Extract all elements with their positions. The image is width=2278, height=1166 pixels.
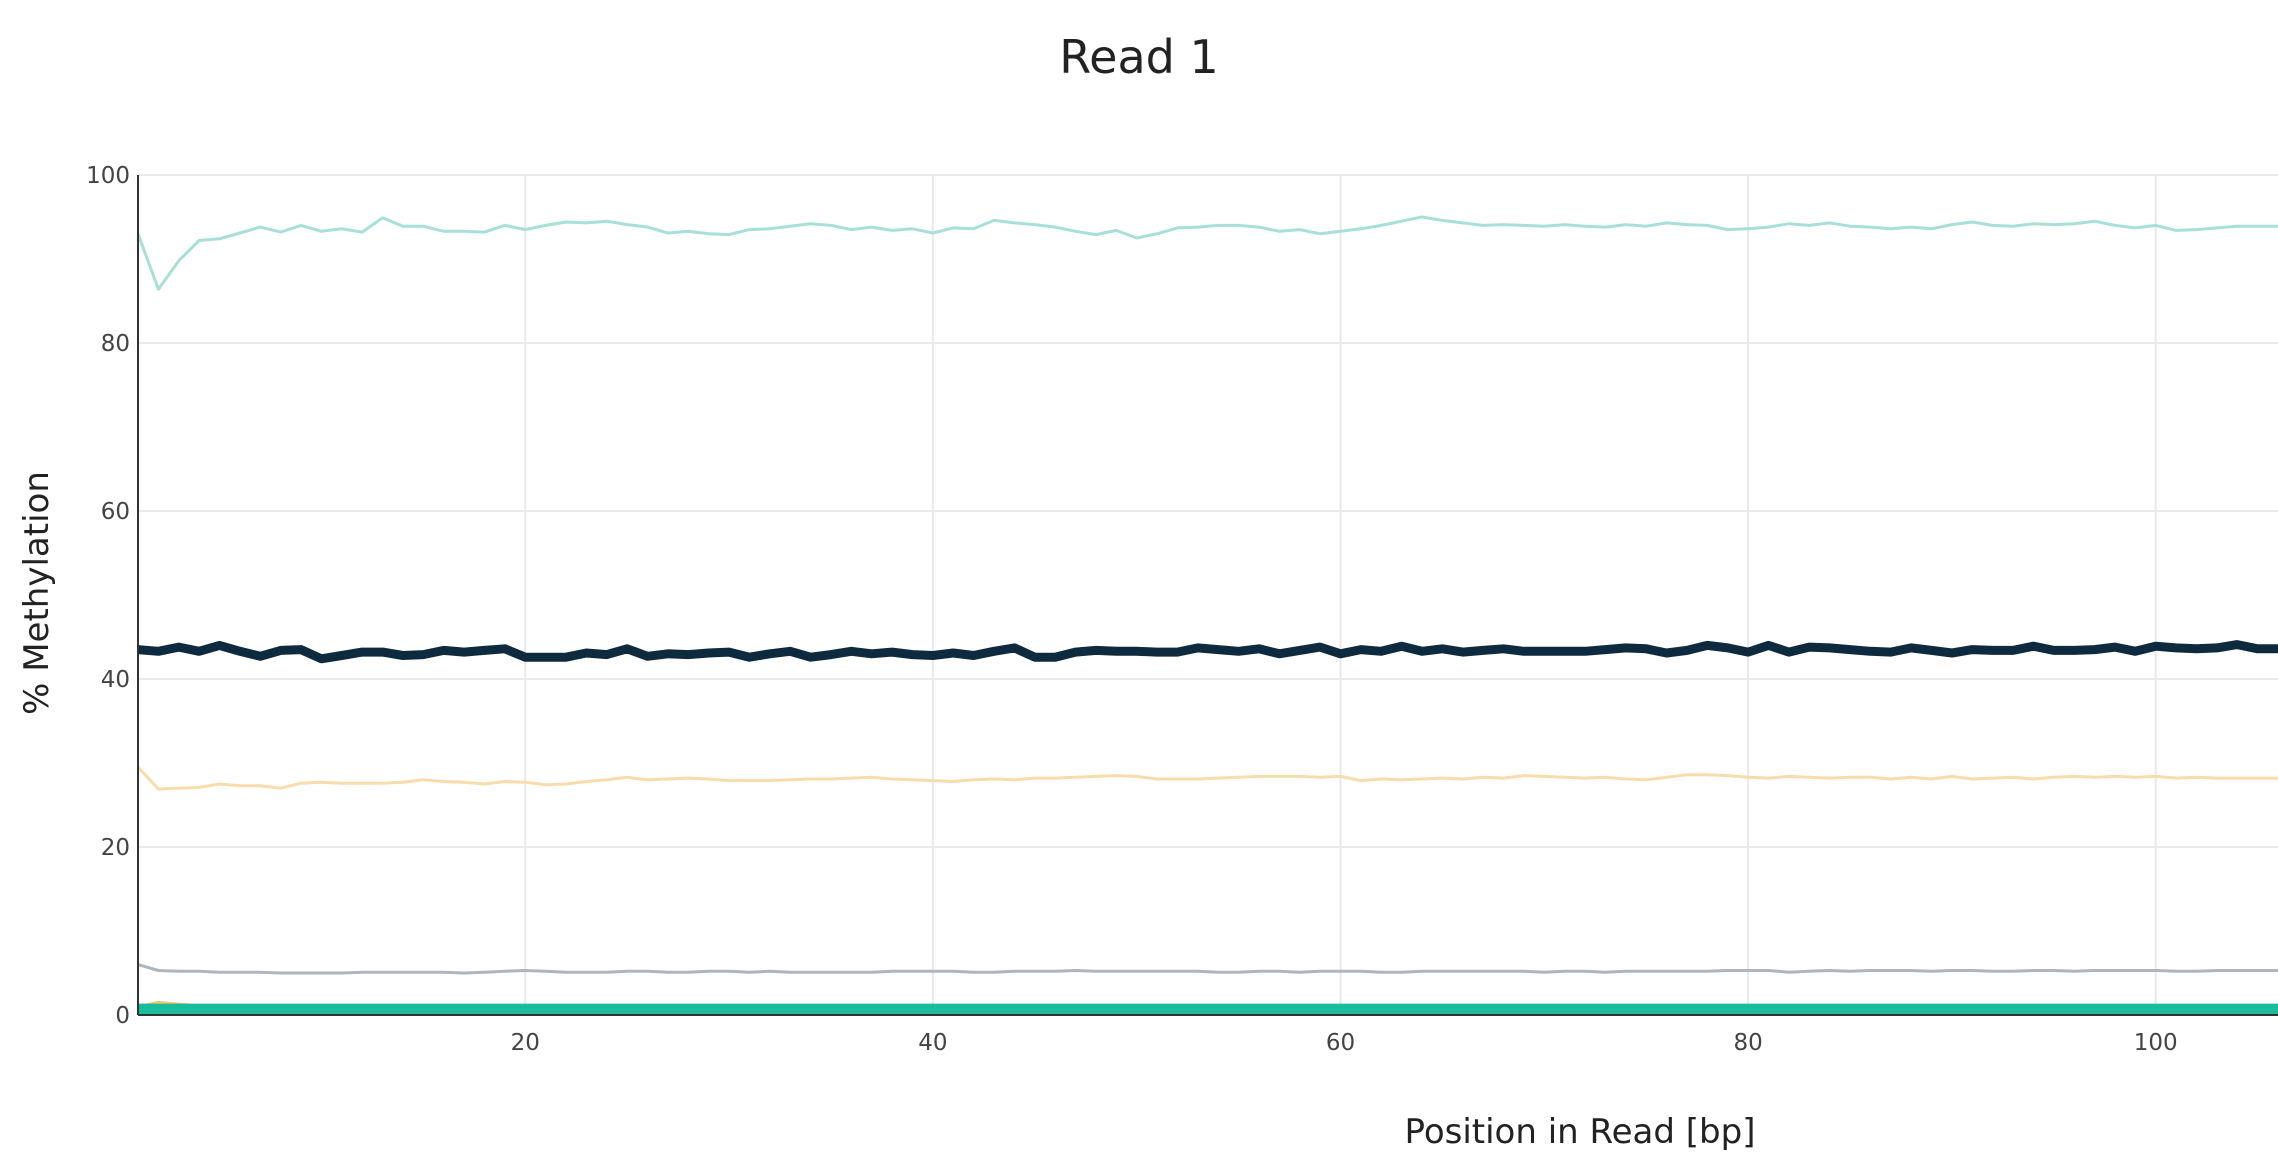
series-line-2 — [136, 766, 2278, 791]
x-tick-label: 80 — [1733, 1030, 1762, 1056]
chart-title: Read 1 — [1059, 30, 1219, 84]
series-line-6 — [137, 640, 2278, 664]
y-tick-label: 100 — [86, 163, 130, 189]
y-tick-label: 40 — [101, 667, 130, 693]
x-tick-label: 100 — [2134, 1030, 2178, 1056]
y-tick-label: 20 — [101, 835, 130, 861]
x-axis-title: Position in Read [bp] — [1405, 1112, 1756, 1152]
y-tick-label: 0 — [115, 1003, 130, 1029]
y-axis-title: % Methylation — [17, 471, 57, 715]
y-tick-label: 60 — [101, 499, 130, 525]
y-tick-label: 80 — [101, 331, 130, 357]
series-line-3 — [137, 963, 2278, 975]
x-tick-label: 60 — [1326, 1030, 1355, 1056]
grid — [138, 174, 2278, 1016]
x-tick-label: 20 — [511, 1030, 540, 1056]
series-lines — [136, 215, 2278, 1015]
tick-labels: 0 20 40 60 80 100 20 40 60 80 100 — [86, 163, 2178, 1056]
series-line-1 — [136, 215, 2278, 291]
x-tick-label: 40 — [918, 1030, 947, 1056]
axes — [137, 175, 2278, 1016]
